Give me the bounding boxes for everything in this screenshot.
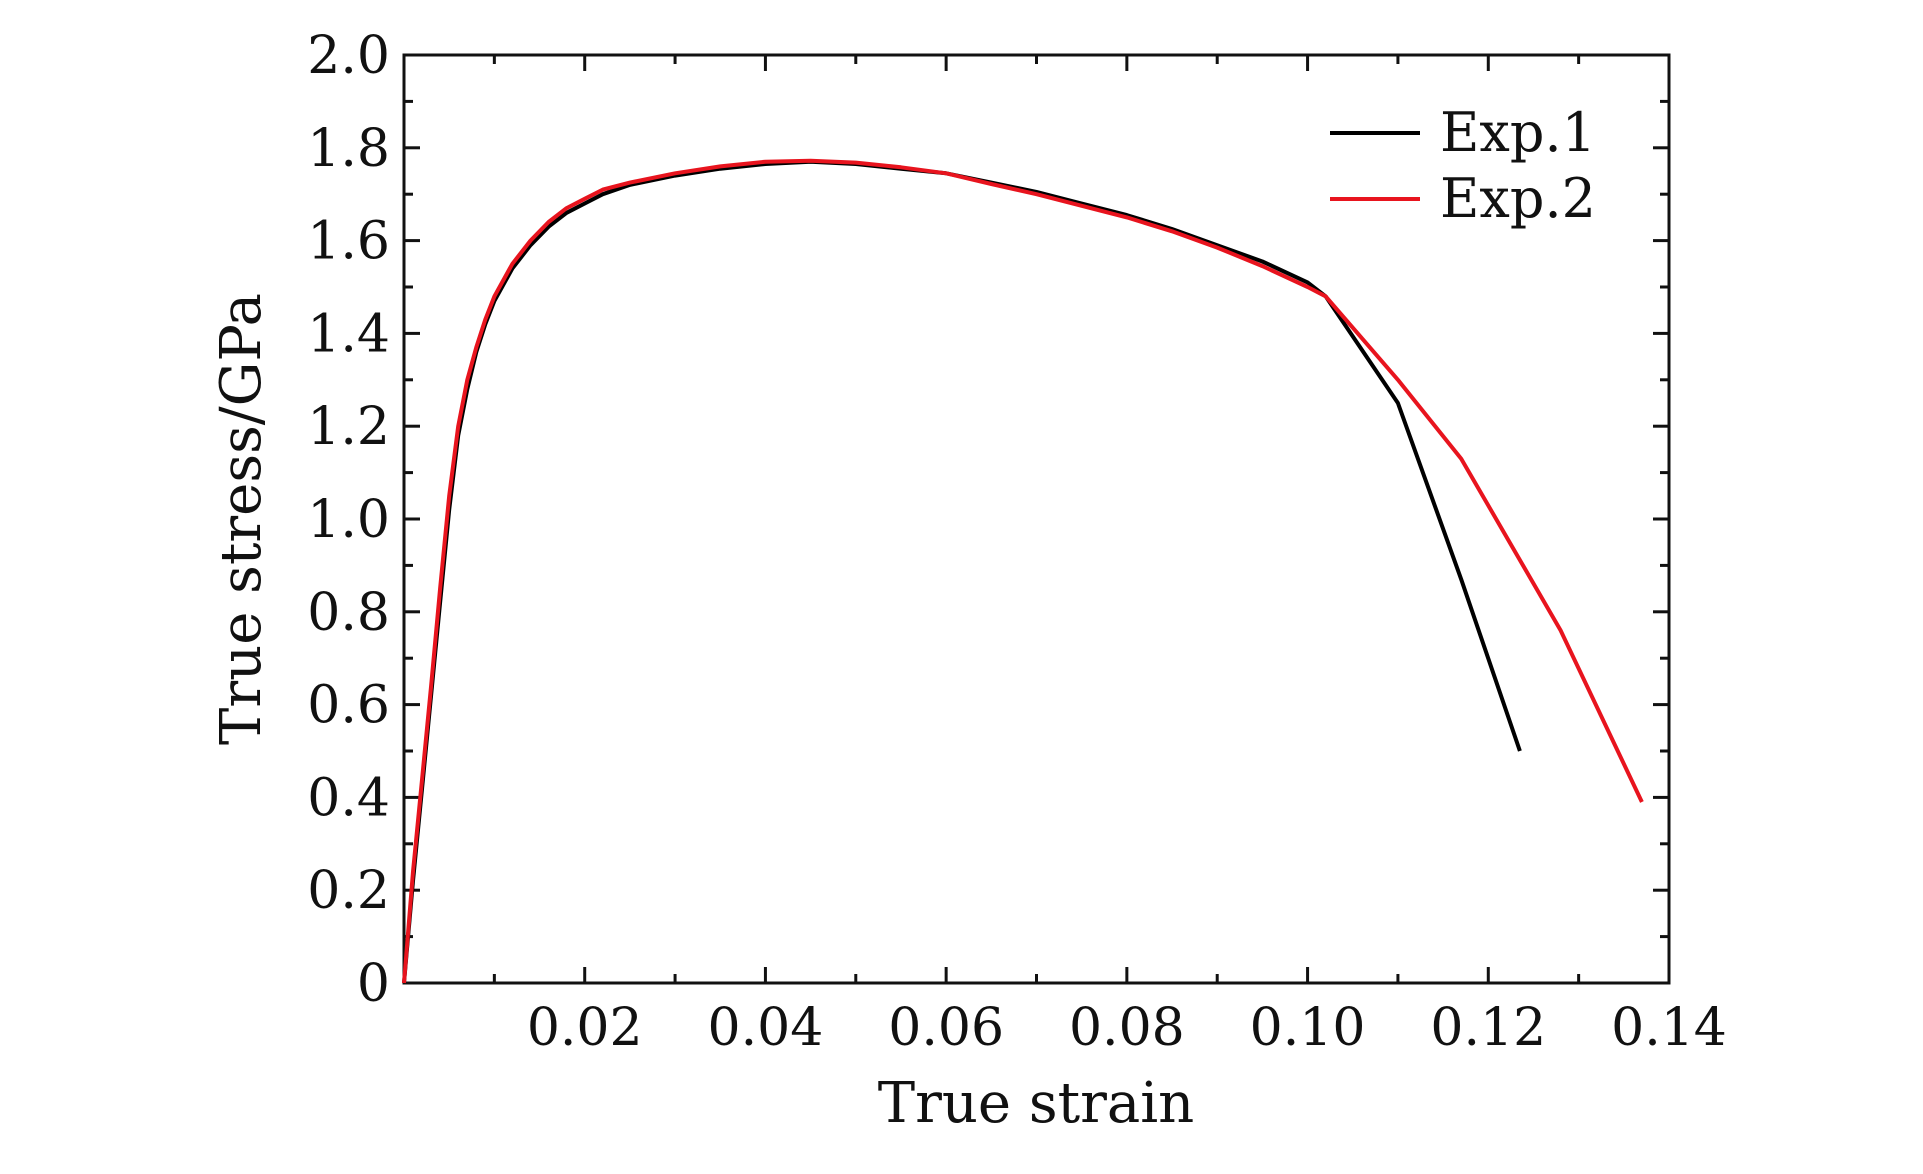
series-line-1 xyxy=(402,159,1522,984)
x-tick-label: 0.10 xyxy=(1250,998,1366,1058)
series-line-2 xyxy=(402,158,1644,984)
y-tick-label: 0.4 xyxy=(307,768,390,828)
legend-label-1: Exp.1 xyxy=(1440,101,1596,164)
y-tick-label: 2.0 xyxy=(307,26,390,86)
axis-tick-labels: 0 0.2 0.4 0.6 0.8 1.0 1.2 1.4 1.6 1.8 2.0 0.02 0.04 0… xyxy=(307,26,1727,1058)
x-tick-label: 0.02 xyxy=(527,998,643,1058)
y-tick-label: 1.4 xyxy=(307,304,390,364)
x-tick-label: 0.08 xyxy=(1069,998,1185,1058)
axis-ticks xyxy=(402,53,1671,985)
y-tick-label: 0.6 xyxy=(307,676,390,736)
x-tick-label: 0.14 xyxy=(1611,998,1727,1058)
y-tick-label: 1.6 xyxy=(307,212,390,272)
x-tick-label: 0.12 xyxy=(1430,998,1546,1058)
x-tick-label: 0.06 xyxy=(888,998,1004,1058)
y-tick-label: 0.8 xyxy=(307,583,390,643)
y-axis-title: True stress/GPa xyxy=(209,293,274,745)
y-tick-label: 1.0 xyxy=(307,490,390,550)
y-tick-label: 0.2 xyxy=(307,861,390,921)
legend-label-2: Exp.2 xyxy=(1440,167,1596,230)
x-tick-label: 0.04 xyxy=(708,998,824,1058)
series-layer xyxy=(402,158,1644,984)
x-axis-title: True strain xyxy=(878,1071,1195,1136)
y-tick-label: 0 xyxy=(357,954,390,1014)
y-tick-label: 1.8 xyxy=(307,119,390,179)
y-tick-label: 1.2 xyxy=(307,397,390,457)
